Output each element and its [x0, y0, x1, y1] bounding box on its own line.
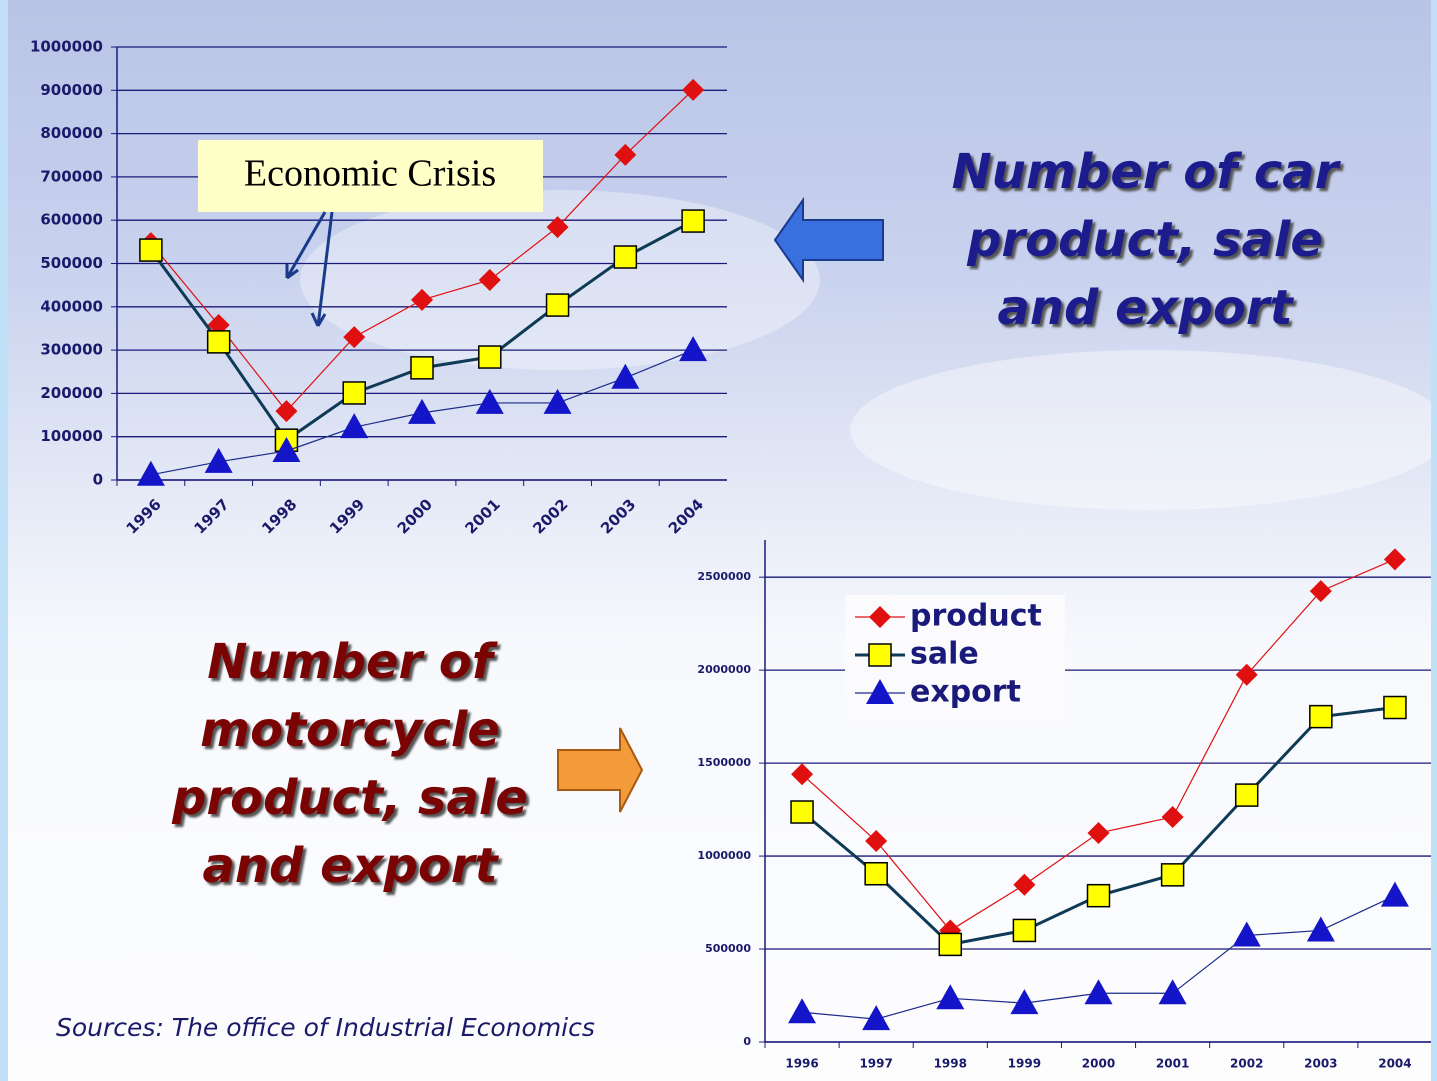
x-tick-label: 1999: [1008, 1057, 1041, 1071]
y-tick-label: 1000000: [30, 38, 103, 56]
x-tick-label: 2000: [1082, 1057, 1115, 1071]
cloud: [850, 350, 1437, 510]
marker-square: [1013, 919, 1035, 941]
cloud: [300, 190, 820, 370]
marker-square: [791, 801, 813, 823]
x-tick-label: 1996: [785, 1057, 818, 1071]
marker-triangle: [476, 389, 504, 414]
y-tick-label: 200000: [40, 384, 103, 402]
x-tick-label: 1998: [934, 1057, 967, 1071]
x-tick-label: 1996: [123, 495, 165, 537]
marker-triangle: [1233, 921, 1261, 946]
marker-square: [1088, 885, 1110, 907]
marker-triangle: [544, 389, 572, 414]
marker-square: [1162, 864, 1184, 886]
marker-square: [208, 331, 230, 353]
marker-square: [411, 357, 433, 379]
car-title: Number of car product, sale and export: [920, 138, 1370, 342]
marker-diamond: [1088, 822, 1110, 844]
annotation: Economic Crisis: [244, 153, 496, 195]
x-tick-label: 1997: [190, 495, 232, 537]
x-tick-label: 2001: [1156, 1057, 1189, 1071]
y-tick-label: 0: [93, 471, 103, 489]
marker-diamond: [1013, 874, 1035, 896]
marker-diamond: [1236, 664, 1258, 686]
y-tick-label: 2500000: [697, 570, 751, 583]
marker-square: [939, 933, 961, 955]
y-tick-label: 400000: [40, 297, 103, 315]
y-tick-label: 1500000: [697, 756, 751, 769]
y-tick-label: 600000: [40, 211, 103, 229]
marker-square: [140, 239, 162, 261]
x-tick-label: 2002: [529, 495, 571, 537]
x-tick-label: 2000: [394, 495, 436, 537]
marker-square: [547, 294, 569, 316]
motorcycle-title: Number of motorcycle product, sale and e…: [140, 628, 560, 901]
marker-triangle: [1159, 979, 1187, 1004]
marker-square: [1384, 697, 1406, 719]
x-tick-label: 1998: [258, 495, 300, 537]
marker-triangle: [936, 984, 964, 1009]
marker-triangle: [1085, 979, 1113, 1004]
marker-square: [614, 246, 636, 268]
marker-triangle: [1381, 882, 1409, 907]
y-tick-label: 2000000: [697, 663, 751, 676]
y-tick-label: 700000: [40, 167, 103, 185]
legend-label: export: [910, 675, 1021, 710]
marker-square: [682, 210, 704, 232]
y-tick-label: 500000: [705, 942, 751, 955]
marker-triangle: [1307, 916, 1335, 941]
x-tick-label: 2003: [1304, 1057, 1337, 1071]
y-tick-label: 500000: [40, 254, 103, 272]
marker-diamond: [1310, 580, 1332, 602]
y-tick-label: 900000: [40, 81, 103, 99]
marker-square: [1236, 784, 1258, 806]
marker-square: [343, 382, 365, 404]
arrow-right: [558, 728, 642, 812]
x-tick-label: 2001: [462, 495, 504, 537]
legend-marker: [869, 644, 891, 666]
x-tick-label: 1997: [859, 1057, 892, 1071]
y-tick-label: 100000: [40, 427, 103, 445]
x-tick-label: 2003: [597, 495, 639, 537]
source-note: Sources: The office of Industrial Econom…: [56, 1010, 595, 1046]
marker-diamond: [1162, 806, 1184, 828]
marker-diamond: [1384, 548, 1406, 570]
marker-square: [479, 346, 501, 368]
marker-square: [865, 863, 887, 885]
slide: 0 100000 200000 300000 400000 500000 600000 700…: [0, 0, 1437, 1081]
marker-square: [1310, 706, 1332, 728]
x-tick-label: 2002: [1230, 1057, 1263, 1071]
y-tick-label: 0: [743, 1035, 751, 1048]
marker-triangle: [788, 998, 816, 1023]
x-tick-label: 2004: [1378, 1057, 1411, 1071]
y-tick-label: 800000: [40, 124, 103, 142]
y-tick-label: 300000: [40, 341, 103, 359]
legend-label: sale: [910, 637, 979, 672]
y-tick-label: 1000000: [697, 849, 751, 862]
legend-label: product: [910, 599, 1042, 634]
x-tick-label: 2004: [665, 495, 707, 537]
x-tick-label: 1999: [326, 495, 368, 537]
